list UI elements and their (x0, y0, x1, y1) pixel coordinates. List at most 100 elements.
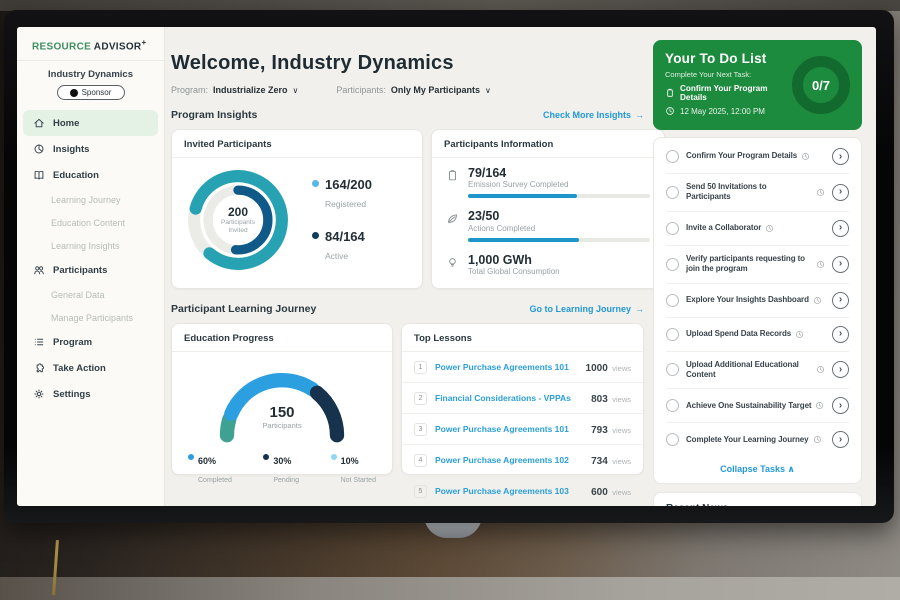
task-label: Upload Additional Educational Content (686, 360, 812, 381)
legend-label: Completed (198, 477, 232, 484)
program-filter-dropdown[interactable]: Program: Industrialize Zero ∨ (171, 85, 298, 95)
stat-value: 1,000 GWh (468, 253, 560, 267)
lesson-link[interactable]: Power Purchase Agreements 101 (435, 424, 583, 434)
task-checkbox[interactable] (666, 363, 679, 376)
task-chevron-button[interactable]: › (832, 397, 849, 414)
logo-advisor: ADVISOR (94, 41, 142, 52)
insights-icon (33, 143, 45, 155)
task-row[interactable]: Send 50 Invitations to Participants › (666, 174, 849, 212)
lesson-link[interactable]: Financial Considerations - VPPAs (435, 393, 583, 403)
lesson-link[interactable]: Power Purchase Agreements 103 (435, 486, 583, 496)
sponsor-icon (70, 89, 78, 97)
progress-fill (468, 238, 579, 242)
stat-label: Total Global Consumption (468, 267, 560, 276)
book-icon (33, 169, 45, 181)
invited-count-label: Participants Invited (215, 219, 261, 236)
participants-count-label: Participants (197, 421, 367, 430)
sidebar-item-manage-participants[interactable]: Manage Participants (23, 306, 158, 329)
sidebar-item-education-content[interactable]: Education Content (23, 211, 158, 234)
legend-not-started: 10% Not Started (331, 451, 376, 487)
lesson-row: 5 Power Purchase Agreements 103 600 view… (402, 476, 643, 506)
legend-dot (188, 454, 194, 460)
sidebar-item-program[interactable]: Program (23, 329, 158, 355)
task-row[interactable]: Achieve One Sustainability Target › (666, 389, 849, 423)
clipboard-icon (446, 169, 459, 182)
gear-icon (33, 388, 45, 400)
task-chevron-button[interactable]: › (832, 292, 849, 309)
task-checkbox[interactable] (666, 328, 679, 341)
sidebar-item-participants[interactable]: Participants (23, 257, 158, 283)
collapse-tasks-link[interactable]: Collapse Tasks ∧ (666, 456, 849, 477)
todo-summary-card: Your To Do List Complete Your Next Task:… (653, 40, 862, 130)
task-checkbox[interactable] (666, 222, 679, 235)
task-checkbox[interactable] (666, 258, 679, 271)
task-chevron-button[interactable]: › (832, 184, 849, 201)
chevron-right-icon: › (839, 187, 842, 197)
sidebar-item-insights[interactable]: Insights (23, 136, 158, 162)
task-row[interactable]: Upload Spend Data Records › (666, 318, 849, 352)
clock-icon (765, 224, 774, 233)
sidebar-item-general-data[interactable]: General Data (23, 283, 158, 306)
task-checkbox[interactable] (666, 399, 679, 412)
task-checkbox[interactable] (666, 150, 679, 163)
task-row[interactable]: Invite a Collaborator › (666, 212, 849, 246)
sidebar-nav: Home Insights Education Learning Journey (17, 110, 164, 407)
todo-progress-value: 0/7 (812, 78, 830, 93)
sidebar-item-label: Home (53, 118, 79, 129)
clock-icon (801, 152, 810, 161)
arrow-right-icon: → (635, 304, 644, 314)
task-checkbox[interactable] (666, 186, 679, 199)
sidebar: RESOURCE ADVISOR+ Industry Dynamics Spon… (17, 27, 165, 506)
chevron-down-icon: ∨ (293, 86, 299, 95)
page-title: Welcome, Industry Dynamics (171, 52, 644, 75)
lesson-row: 1 Power Purchase Agreements 101 1000 vie… (402, 352, 643, 383)
donut-chart: 200 Participants Invited (182, 164, 294, 276)
task-row[interactable]: Explore Your Insights Dashboard › (666, 284, 849, 318)
gauge-chart: 150 Participants (197, 356, 367, 449)
sidebar-item-home[interactable]: Home (23, 110, 158, 136)
go-to-learning-journey-link[interactable]: Go to Learning Journey → (529, 304, 644, 314)
participants-filter-dropdown[interactable]: Participants: Only My Participants ∨ (336, 85, 490, 95)
sidebar-item-take-action[interactable]: Take Action (23, 355, 158, 381)
lesson-link[interactable]: Power Purchase Agreements 101 (435, 362, 578, 372)
task-checkbox[interactable] (666, 294, 679, 307)
program-filter-label: Program: (171, 85, 208, 95)
lesson-link[interactable]: Power Purchase Agreements 102 (435, 455, 583, 465)
task-row[interactable]: Upload Additional Educational Content › (666, 352, 849, 390)
task-chevron-button[interactable]: › (832, 220, 849, 237)
task-checkbox[interactable] (666, 433, 679, 446)
sidebar-item-settings[interactable]: Settings (23, 381, 158, 407)
invited-participants-card: Invited Participants 200 (171, 129, 423, 289)
participants-filter-value: Only My Participants (391, 85, 480, 95)
section-title: Program Insights (171, 109, 257, 121)
task-chevron-button[interactable]: › (832, 148, 849, 165)
views-label: views (612, 426, 631, 435)
task-row[interactable]: Verify participants requesting to join t… (666, 246, 849, 284)
sidebar-item-education[interactable]: Education (23, 162, 158, 188)
legend-label: Pending (273, 477, 299, 484)
home-icon (33, 117, 45, 129)
top-lessons-card: Top Lessons 1 Power Purchase Agreements … (401, 323, 644, 475)
lesson-row: 4 Power Purchase Agreements 102 734 view… (402, 445, 643, 476)
check-more-insights-link[interactable]: Check More Insights → (543, 110, 644, 120)
sidebar-item-learning-journey[interactable]: Learning Journey (23, 188, 158, 211)
sidebar-item-learning-insights[interactable]: Learning Insights (23, 234, 158, 257)
learning-cards-row: Education Progress 150 Participants (171, 323, 644, 475)
task-row[interactable]: Confirm Your Program Details › (666, 140, 849, 174)
clock-icon (665, 106, 675, 116)
next-task: Confirm Your Program Details (665, 84, 790, 102)
participants-stats: 79/164 Emission Survey Completed 23/50 A… (432, 158, 664, 276)
lesson-row: 2 Financial Considerations - VPPAs 803 v… (402, 383, 643, 414)
sponsor-badge[interactable]: Sponsor (57, 85, 125, 100)
clock-icon (813, 296, 822, 305)
gauge-legend: 60% Completed 30% Pending 10% (172, 449, 392, 487)
chevron-right-icon: › (839, 435, 842, 445)
program-insights-header: Program Insights Check More Insights → (171, 109, 644, 121)
task-chevron-button[interactable]: › (832, 256, 849, 273)
task-row[interactable]: Complete Your Learning Journey › (666, 423, 849, 456)
task-chevron-button[interactable]: › (832, 326, 849, 343)
task-chevron-button[interactable]: › (832, 361, 849, 378)
dashboard-screen: RESOURCE ADVISOR+ Industry Dynamics Spon… (17, 27, 876, 506)
logo-resource: RESOURCE (32, 41, 91, 52)
task-chevron-button[interactable]: › (832, 431, 849, 448)
